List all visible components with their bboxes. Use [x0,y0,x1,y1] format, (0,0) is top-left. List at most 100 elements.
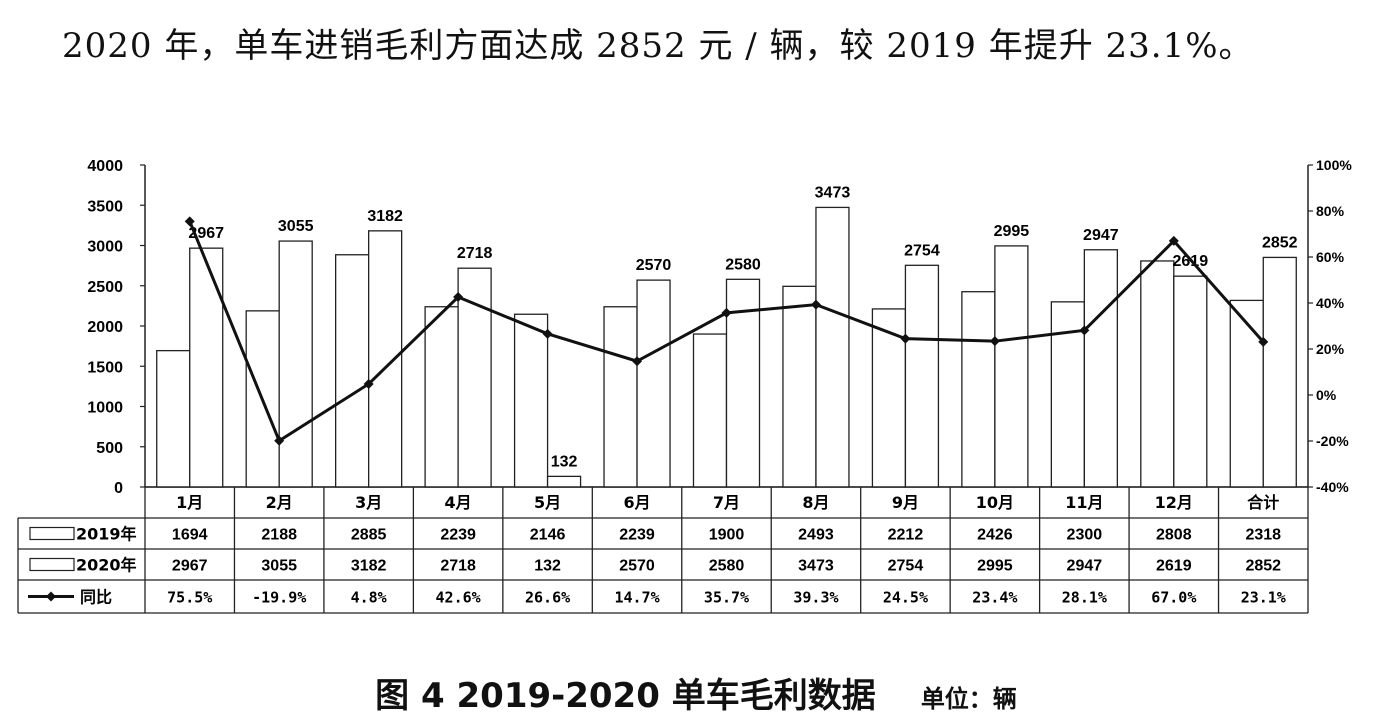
table-cell-2019: 2300 [1067,527,1103,544]
data-label-2020: 3182 [367,208,403,225]
table-cell-2020: 2570 [619,558,655,575]
category-label: 4月 [445,493,472,512]
table-cell-2019: 2318 [1245,527,1281,544]
bar-2019 [871,308,907,488]
bar-2020 [1083,249,1118,488]
y-right-tick-label: -40% [1316,479,1349,495]
y-left-tick-label: 3500 [87,198,123,215]
bar-2020 [725,278,761,488]
y-left-tick-label: 4000 [87,158,123,175]
yoy-point [542,328,553,339]
category-label: 1月 [176,493,203,512]
y-right-tick-label: 80% [1316,203,1345,219]
bar-2019 [1140,260,1175,488]
category-label: 12月 [1155,493,1193,512]
data-label-2020: 2718 [457,245,493,262]
table-cell-2020: 132 [534,558,561,575]
category-label: 2月 [266,493,293,512]
unit-label: 单位：辆 [920,685,1017,713]
table-cell-2019: 1694 [172,527,208,544]
bar-2019 [335,254,370,488]
data-label-2020: 2995 [994,223,1030,240]
legend-key-2019 [29,526,75,541]
bar-2019 [603,306,638,488]
table-cell-2019: 1900 [709,527,745,544]
table-cell-yoy: 35.7% [704,589,749,607]
bar-2020 [815,206,850,488]
legend-key-2020 [29,557,75,572]
category-label: 合计 [1247,493,1279,512]
y-right-tick-label: 20% [1316,341,1345,357]
yoy-point [1168,235,1179,246]
bar-2019 [1229,299,1264,488]
category-label: 10月 [976,493,1014,512]
table-cell-2020: 2967 [172,558,208,575]
table-cell-yoy: 75.5% [167,589,212,607]
table-cell-yoy: -19.9% [252,589,306,607]
table-cell-2020: 2852 [1245,558,1281,575]
bar-2020 [278,240,313,488]
bar-2020 [368,230,403,488]
category-label: 9月 [892,493,919,512]
table-cell-yoy: 14.7% [614,589,659,607]
legend-label-yoy: 同比 [80,588,112,607]
yoy-point [363,378,374,389]
table-cell-yoy: 4.8% [351,589,387,607]
table-cell-2019: 2188 [261,527,297,544]
table-cell-2019: 2239 [619,527,655,544]
table-cell-yoy: 42.6% [436,589,481,607]
table-cell-2020: 2947 [1067,558,1103,575]
y-left-tick-label: 1500 [87,359,123,376]
y-right-tick-label: 40% [1316,295,1345,311]
yoy-point [1258,336,1269,347]
table-cell-2019: 2146 [530,527,566,544]
y-left-tick-label: 1000 [87,400,123,417]
yoy-point [1079,325,1090,336]
bar-2019 [961,291,996,488]
yoy-point [453,292,464,303]
bar-2020 [1173,275,1208,488]
data-label-2020: 3055 [278,218,314,235]
table-cell-2019: 2239 [440,527,476,544]
table-cell-2019: 2493 [798,527,834,544]
bar-2020 [546,475,582,488]
bar-2020 [904,264,940,488]
data-label-2020: 2852 [1262,234,1298,251]
category-label: 11月 [1065,493,1103,512]
table-cell-yoy: 23.4% [972,589,1017,607]
bar-2020 [457,267,492,488]
yoy-point [274,435,285,446]
data-label-2020: 3473 [815,184,851,201]
data-label-2020: 2580 [725,256,761,273]
table-cell-yoy: 28.1% [1062,589,1107,607]
table-cell-2019: 2426 [977,527,1013,544]
table-cell-2019: 2808 [1156,527,1192,544]
bar-2020 [994,245,1029,488]
table-cell-2019: 2212 [888,527,924,544]
table-cell-2020: 2995 [977,558,1013,575]
y-left-tick-label: 0 [114,480,123,497]
y-left-tick-label: 3000 [87,239,123,256]
category-label: 6月 [623,493,650,512]
bar-2020 [1262,256,1297,488]
yoy-point [721,307,732,318]
table-cell-yoy: 23.1% [1241,589,1286,607]
table-cell-2020: 3055 [261,558,297,575]
bar-2019 [513,313,549,488]
table-cell-2020: 2619 [1156,558,1192,575]
category-label: 7月 [713,493,740,512]
yoy-point [810,299,821,310]
yoy-point [989,336,1000,347]
y-left-tick-label: 2000 [87,319,123,336]
bar-2019 [424,306,459,488]
data-label-2020: 2754 [904,242,940,259]
bar-2019 [692,333,728,488]
category-label: 5月 [534,493,561,512]
category-label: 8月 [802,493,829,512]
table-cell-2020: 2718 [440,558,476,575]
table-cell-yoy: 24.5% [883,589,928,607]
data-label-2020: 132 [551,453,578,470]
table-cell-2019: 2885 [351,527,387,544]
yoy-point [900,333,911,344]
